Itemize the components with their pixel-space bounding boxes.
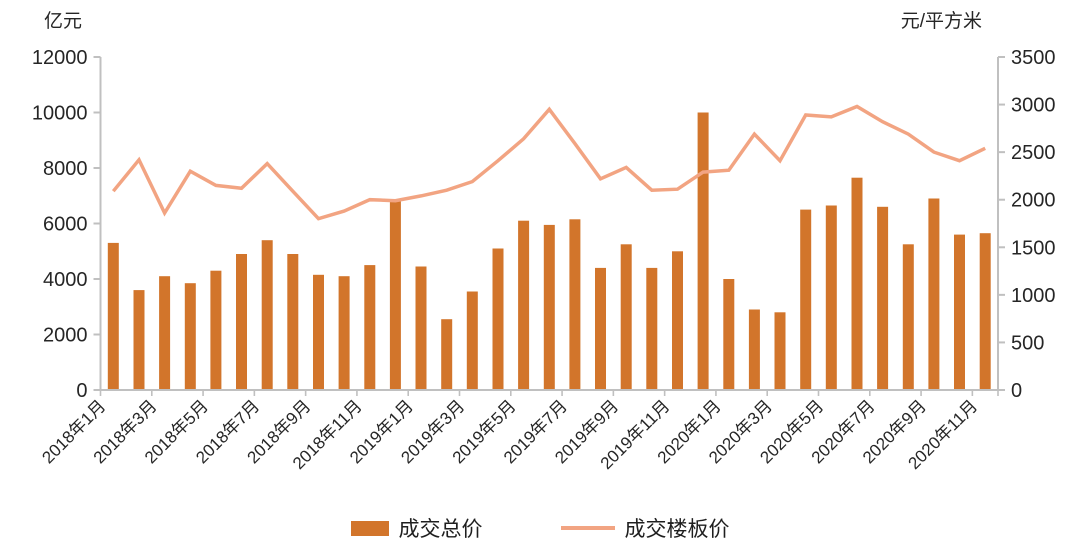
legend: 成交总价 成交楼板价: [0, 513, 1080, 543]
bar: [543, 224, 555, 390]
bar: [133, 290, 145, 390]
bar: [364, 265, 376, 390]
bar: [569, 219, 581, 390]
price-line: [111, 104, 986, 221]
bar: [928, 198, 940, 390]
bar: [646, 267, 658, 390]
bar: [851, 177, 863, 390]
right-axis-tick-label: 3000: [1011, 95, 1056, 117]
bar: [697, 112, 709, 390]
left-axis-tick-label: 2000: [43, 325, 88, 347]
bar: [723, 279, 735, 390]
bar: [441, 319, 453, 390]
bar: [672, 251, 683, 391]
axes: [93, 56, 1005, 396]
left-axis-tick-label: 6000: [43, 214, 88, 236]
bar: [492, 248, 504, 390]
legend-bar-label: 成交总价: [398, 518, 483, 541]
left-axis-labels: 0 2000 4000 6000 8000 10000 12000: [32, 47, 88, 402]
bar: [389, 201, 401, 390]
right-axis-title: 元/平方米: [901, 10, 982, 32]
bar: [287, 254, 299, 390]
right-axis-tick-label: 500: [1011, 332, 1044, 354]
right-axis-tick-label: 1500: [1011, 237, 1056, 259]
right-axis-labels: 0 500 1000 1500 2000 2500 3000 3500: [1011, 47, 1056, 402]
bar: [774, 312, 786, 390]
right-axis-tick-label: 2000: [1011, 190, 1056, 212]
bar: [877, 206, 889, 390]
bar: [954, 234, 965, 390]
left-axis-tick-label: 0: [76, 380, 87, 402]
bar: [236, 254, 247, 390]
right-axis-tick-label: 3500: [1011, 47, 1056, 69]
left-axis-tick-label: 12000: [32, 47, 88, 69]
bar: [313, 274, 324, 390]
bar: [800, 209, 812, 390]
bar: [620, 244, 632, 390]
bar: [595, 267, 606, 390]
left-axis-tick-label: 10000: [32, 103, 88, 125]
bar-swatch-icon: [350, 520, 389, 536]
bar: [825, 205, 837, 390]
right-axis-tick-label: 0: [1011, 380, 1022, 402]
bar: [210, 270, 222, 390]
legend-line-label: 成交楼板价: [624, 518, 730, 541]
right-axis-tick-label: 2500: [1011, 142, 1056, 164]
bar: [159, 276, 171, 390]
legend-item-line: 成交楼板价: [560, 513, 730, 543]
bar: [107, 242, 119, 390]
line-series: [111, 104, 986, 221]
left-axis-title: 亿元: [44, 10, 82, 32]
left-axis-tick-label: 4000: [43, 269, 88, 291]
bar: [466, 291, 478, 390]
bar: [748, 309, 760, 390]
legend-item-bar: 成交总价: [350, 513, 483, 543]
bar: [261, 240, 273, 390]
bar: [338, 276, 350, 390]
bar: [518, 220, 530, 390]
left-axis-tick-label: 8000: [43, 158, 88, 180]
bar-series: [107, 112, 991, 391]
bar: [184, 283, 196, 390]
bar: [415, 266, 427, 390]
x-axis-labels: 2018年1月2018年3月2018年5月2018年7月2018年9月2018年…: [38, 396, 981, 473]
line-swatch-icon: [560, 526, 615, 530]
bar: [979, 233, 991, 390]
bar: [902, 244, 914, 390]
right-axis-tick-label: 1000: [1011, 285, 1056, 307]
